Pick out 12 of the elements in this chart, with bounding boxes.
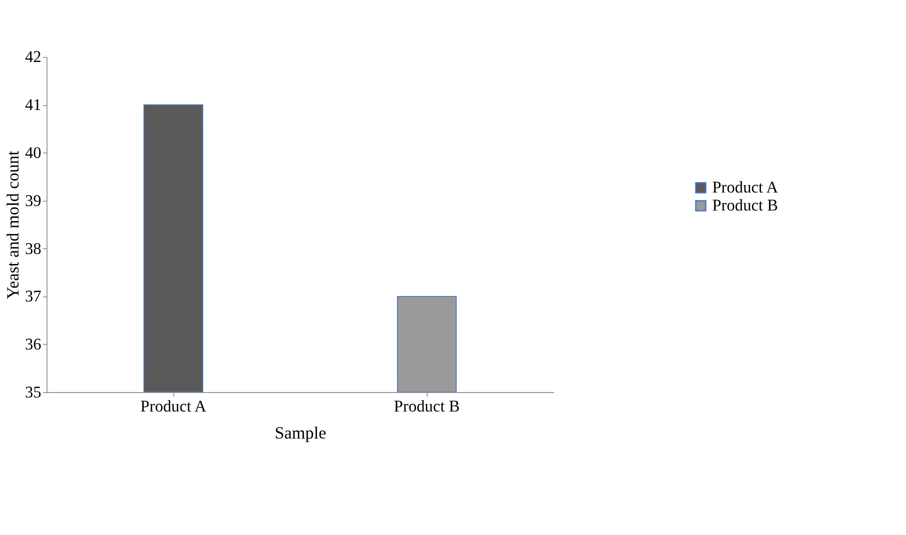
y-tick-label: 40 [24,143,42,162]
legend-label: Product B [712,196,778,215]
y-tick-label: 35 [24,382,42,402]
y-tick-label: 36 [24,334,42,354]
y-tick-label: 42 [24,47,42,66]
legend-label: Product A [712,178,778,197]
y-tick-label: 39 [24,190,42,210]
x-axis-title: Sample [274,423,327,442]
y-tick-label: 37 [24,286,42,306]
y-tick-label: 41 [24,95,42,114]
y-tick-label: 38 [24,238,42,258]
y-axis-title: Yeast and mold count [3,150,22,300]
